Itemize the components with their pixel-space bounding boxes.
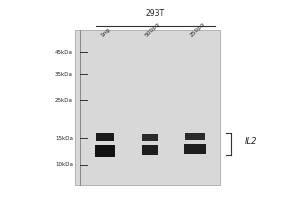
Text: IL2: IL2 — [245, 138, 257, 146]
Text: 250pg: 250pg — [190, 21, 206, 38]
Bar — [142, 145, 158, 155]
Bar — [75, 30, 220, 185]
Text: 25kDa: 25kDa — [55, 98, 73, 102]
Bar — [142, 134, 158, 141]
Bar — [184, 144, 206, 154]
Text: 1ng: 1ng — [100, 27, 111, 38]
Text: 15kDa: 15kDa — [55, 136, 73, 140]
Bar — [185, 133, 205, 140]
Bar — [95, 145, 115, 157]
Bar — [96, 133, 114, 141]
Text: 10kDa: 10kDa — [55, 162, 73, 168]
Text: 500pg: 500pg — [145, 21, 161, 38]
Text: 293T: 293T — [146, 9, 165, 18]
Text: 45kDa: 45kDa — [55, 49, 73, 54]
Text: 35kDa: 35kDa — [55, 72, 73, 76]
